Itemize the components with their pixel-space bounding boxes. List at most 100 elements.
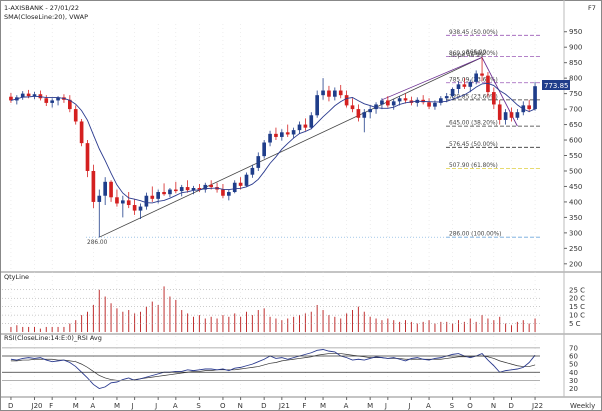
time-tick-label: N (238, 402, 243, 410)
candle-body (533, 86, 537, 110)
volume-tick-label: 15 C (569, 303, 585, 311)
candle-body (468, 81, 473, 87)
time-tick-label: O (467, 402, 473, 410)
fib-level-label: 869.90 (38.20%) (449, 51, 498, 57)
candle-body (103, 181, 107, 196)
time-tick-label: D (261, 402, 266, 410)
candle-body (509, 112, 514, 118)
peak-annotation: 866.90 (466, 50, 487, 56)
candle-body (73, 109, 78, 122)
candle-body (232, 182, 237, 193)
candle-body (397, 98, 402, 102)
candle-body (121, 200, 125, 204)
fibonacci-levels: 938.45 (50.00%) 869.90 (38.20%) 785.09 (23… (86, 30, 540, 238)
candle-body (32, 94, 37, 97)
candle-body (444, 96, 449, 99)
volume-tick-label: 20 C (569, 295, 585, 303)
candle-body (56, 97, 60, 101)
candle-body (492, 92, 496, 105)
time-tick-label: M (73, 402, 79, 410)
candle-body (315, 95, 319, 116)
volume-tick-label: 5 C (569, 320, 581, 328)
fib-level-label: 938.45 (50.00%) (449, 30, 498, 36)
time-tick-label: A (426, 402, 431, 410)
candle-body (20, 93, 25, 98)
candle-body (250, 167, 255, 175)
price-tick-label: 850 (569, 59, 582, 67)
fib-level-label: 507.90 (61.80%) (449, 163, 498, 169)
candle-body (44, 98, 49, 103)
time-tick-label: M (367, 402, 373, 410)
last-price-value: 773.85 (544, 82, 569, 90)
time-tick-label: A (90, 402, 95, 410)
candle-body (309, 115, 314, 128)
candle-body (527, 105, 531, 110)
price-tick-label: 400 (569, 198, 582, 206)
last-price-tag: 773.85 (542, 80, 570, 90)
candle-body (362, 112, 367, 118)
price-tick-label: 600 (569, 137, 582, 145)
time-tick-label: N (491, 402, 496, 410)
period-label: Weekly (570, 402, 595, 410)
candle-body (515, 112, 520, 118)
time-tick-label: J21 (278, 402, 290, 410)
price-tick-label: 750 (569, 90, 582, 98)
rsi-lines (10, 349, 536, 389)
candle-body (391, 101, 396, 106)
indicator-legend: SMA(CloseLine:20), VWAP (4, 13, 88, 21)
price-tick-label: 800 (569, 75, 582, 83)
candle-body (244, 174, 249, 186)
candle-body (238, 182, 243, 186)
rsi-panel-title: RSI(CloseLine:14:E:0)_RSI Avg (4, 334, 102, 342)
candle-body (462, 84, 467, 87)
candle-body (380, 100, 384, 105)
candle-body (344, 95, 349, 106)
candle-body (156, 192, 160, 199)
volume-tick-label: 25 C (569, 286, 585, 294)
price-tick-label: 250 (569, 245, 582, 253)
candle-body (503, 112, 508, 120)
time-tick-label: D (509, 402, 514, 410)
candle-body (268, 133, 272, 143)
price-tick-label: 900 (569, 44, 582, 52)
time-tick-label: O (220, 402, 226, 410)
time-tick-label: F (302, 402, 306, 410)
volume-axis: 25 C20 C15 C10 C5 C (2, 286, 585, 328)
candle-body (221, 189, 225, 196)
candle-body (144, 195, 149, 207)
candle-body (497, 104, 502, 120)
rsi-tick-label: 20 (569, 385, 578, 393)
candle-body (179, 187, 184, 192)
candle-body (168, 189, 172, 195)
price-tick-label: 200 (569, 260, 582, 268)
candle-body (303, 124, 308, 128)
candle-body (150, 195, 155, 199)
corner-key: F7 (588, 4, 596, 12)
candle-body (327, 90, 331, 97)
candle-body (162, 192, 166, 195)
candle-body (227, 192, 231, 196)
candle-body (474, 73, 478, 82)
time-axis: D J20 F M A M J J A S O N D J21 F M A M J J A S O N D J22 (8, 397, 543, 410)
candle-body (97, 195, 102, 202)
candle-body (26, 93, 31, 97)
time-tick-label: M (114, 402, 120, 410)
price-axis: 950 900 850 800 750 700 650 600 550 500 450 400 350 3… (564, 28, 582, 268)
low-annotation: 286.00 (87, 240, 108, 246)
time-tick-label: J20 (31, 402, 43, 410)
time-tick-label: J (407, 402, 410, 410)
time-tick-label: M (320, 402, 326, 410)
candle-body (450, 88, 455, 97)
candle-body (386, 100, 390, 106)
candle-body (79, 121, 84, 144)
price-tick-label: 300 (569, 229, 582, 237)
price-tick-label: 500 (569, 167, 582, 175)
candle-body (68, 99, 72, 110)
candle-body (338, 90, 343, 96)
candle-body (285, 132, 290, 135)
candle-body (203, 184, 208, 190)
time-tick-label: F (49, 402, 53, 410)
candle-body (50, 100, 54, 103)
candle-body (91, 170, 96, 202)
price-tick-label: 700 (569, 106, 582, 114)
